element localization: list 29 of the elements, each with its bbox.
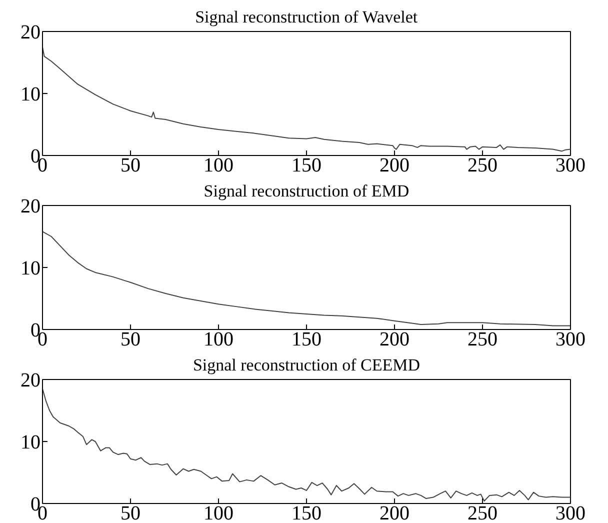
x-tick-label: 200 [380,502,410,523]
x-tick-label: 150 [292,328,322,350]
x-tick-label: 200 [380,328,410,350]
x-tick-label: 250 [468,328,498,350]
x-tick-label: 200 [380,154,410,176]
y-tick-label: 10 [20,258,40,280]
x-tick-label: 300 [556,328,586,350]
x-tick-label: 250 [468,502,498,523]
x-tick-label: 250 [468,154,498,176]
x-tick-label: 50 [120,328,140,350]
x-tick-label: 300 [556,502,586,523]
x-tick-label: 150 [292,502,322,523]
chart-title: Signal reconstruction of CEEMD [192,356,420,374]
y-tick-label: 20 [20,22,40,44]
x-tick-label: 300 [556,154,586,176]
x-tick-label: 100 [204,154,234,176]
line-series [42,46,570,152]
y-tick-label: 20 [20,196,40,218]
x-tick-label: 50 [120,502,140,523]
x-tick-label: 100 [204,502,234,523]
y-tick-label: 10 [20,84,40,106]
line-series [42,231,570,326]
chart-title: Signal reconstruction of Wavelet [195,8,418,26]
chart-title: Signal reconstruction of EMD [204,182,410,200]
x-tick-label: 100 [204,328,234,350]
x-tick-label: 150 [292,154,322,176]
y-tick-label: 20 [20,370,40,392]
y-tick-label: 10 [20,432,40,454]
x-tick-label: 50 [120,154,140,176]
